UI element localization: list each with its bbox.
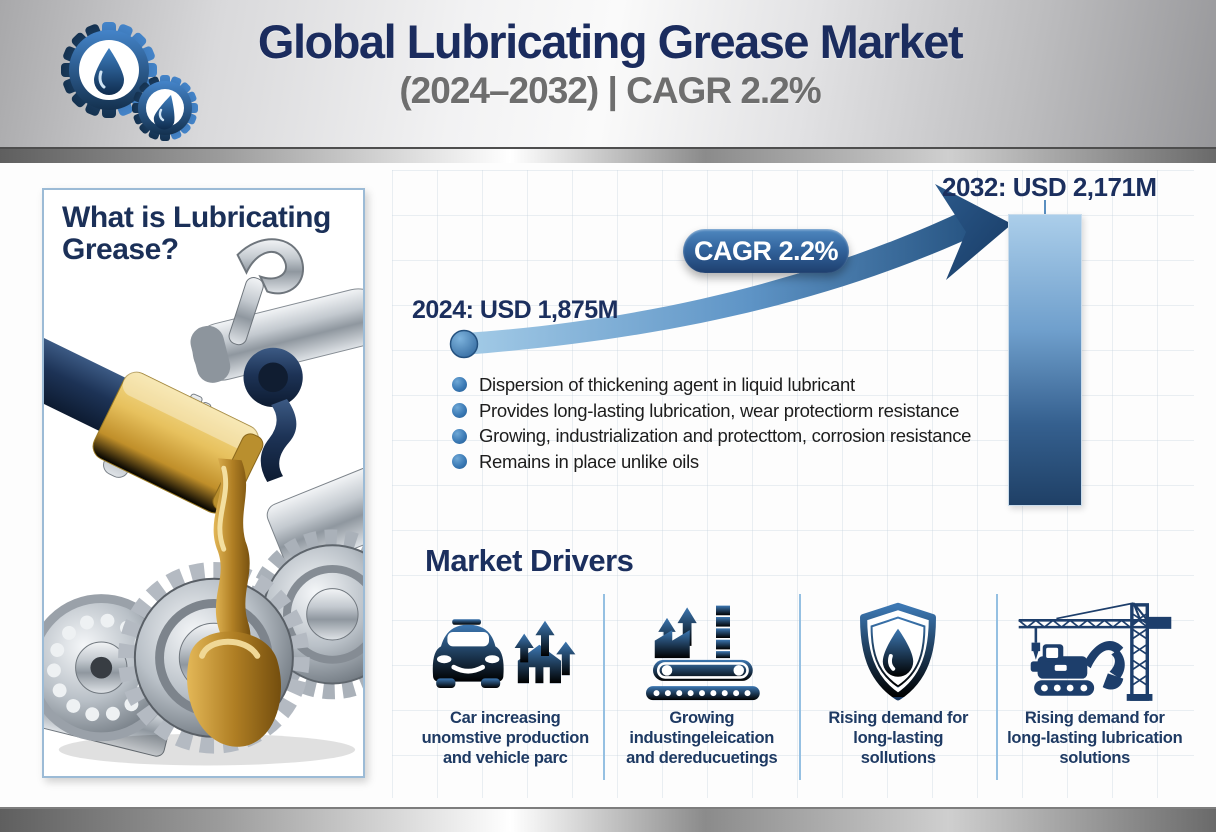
driver-construction: Rising demand for long-lasting lubricati…: [995, 594, 1193, 780]
bar-top-tick: [1044, 200, 1046, 214]
driver-industrialization: Growing industingeleication and dereducu…: [602, 594, 800, 780]
shield-droplet-icon: [860, 602, 937, 701]
bullet-dot-icon: [452, 377, 467, 393]
header: Global Lubricating Grease Market (2024–2…: [0, 0, 1216, 148]
factory-conveyor-icon: [645, 605, 760, 701]
gears-water-drop-logo-icon: [61, 22, 198, 141]
crane-excavator-icon: [1017, 602, 1172, 701]
list-item: Provides long-lasting lubrication, wear …: [452, 398, 971, 424]
header-metal-divider: [0, 147, 1216, 163]
driver-caption: Rising demand for long-lasting sollution…: [828, 709, 969, 768]
driver-caption: Rising demand for long-lasting lubricati…: [1007, 709, 1183, 768]
grease-gun-bearings-illustration-icon: [44, 238, 363, 766]
card-title: What is Lubricating Grease?: [62, 201, 331, 267]
bullet-dot-icon: [452, 454, 467, 470]
page-title: Global Lubricating Grease Market: [257, 15, 964, 68]
market-drivers-columns: Car increasing unomstive production and …: [408, 594, 1192, 780]
list-item: Growing, industrialization and protectto…: [452, 423, 971, 449]
value-label-2024: 2024: USD 1,875M: [412, 296, 619, 324]
bar-2032: [1008, 214, 1082, 506]
list-item: Remains in place unlike oils: [452, 449, 971, 475]
bullet-dot-icon: [452, 428, 467, 444]
grease-facts-list: Dispersion of thickening agent in liquid…: [452, 372, 971, 475]
footer-metal-bar: [0, 807, 1216, 832]
bullet-text: Remains in place unlike oils: [479, 450, 699, 472]
bullet-text: Provides long-lasting lubrication, wear …: [479, 399, 960, 421]
driver-caption: Car increasing unomstive production and …: [421, 709, 590, 768]
page-subtitle: (2024–2032) | CAGR 2.2%: [399, 69, 821, 111]
bullet-text: Growing, industrialization and protectto…: [479, 425, 972, 447]
card-title-line1: What is Lubricating: [62, 201, 331, 234]
bullet-dot-icon: [452, 403, 467, 419]
value-label-2032: 2032: USD 2,171M: [942, 172, 1157, 202]
driver-caption: Growing industingeleication and dereducu…: [626, 709, 778, 768]
driver-long-lasting: Rising demand for long-lasting sollution…: [799, 594, 996, 780]
card-title-line2: Grease?: [62, 233, 179, 267]
car-growth-icon: [433, 619, 576, 688]
market-drivers-title: Market Drivers: [425, 543, 634, 578]
driver-automotive: Car increasing unomstive production and …: [408, 594, 603, 780]
list-item: Dispersion of thickening agent in liquid…: [452, 372, 971, 398]
what-is-grease-card: What is Lubricating Grease?: [42, 188, 365, 778]
growth-arrow-chart-icon: [449, 184, 1012, 359]
cagr-badge: CAGR 2.2%: [683, 229, 849, 273]
header-titles: Global Lubricating Grease Market (2024–2…: [150, 16, 1070, 112]
bullet-text: Dispersion of thickening agent in liquid…: [479, 373, 855, 395]
